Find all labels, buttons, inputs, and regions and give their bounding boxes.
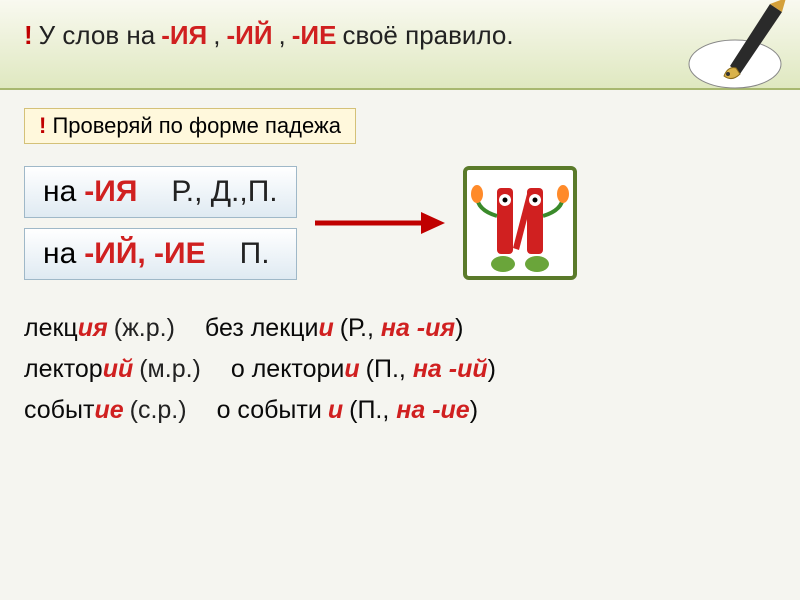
example-row: лекторий (м.р.) о лектории (П., на -ий)	[24, 355, 776, 384]
rules-stack: на -ИЯ Р., Д.,П. на -ИЙ, -ИЕ П.	[24, 166, 297, 280]
title-line: ! У слов на -ИЯ, -ИЙ, -ИЕ своё правило.	[24, 20, 776, 51]
title-tail: своё правило.	[342, 20, 513, 51]
letter-picture	[463, 166, 577, 280]
comma: ,	[279, 20, 286, 51]
ex-deriv: без лекци	[205, 314, 319, 342]
ex-gender: (с.р.)	[130, 396, 187, 425]
examples-list: лекция (ж.р.) без лекции (Р., на -ия) ле…	[24, 314, 776, 425]
ex-note: (П., на -ий)	[366, 355, 496, 384]
title-suffix-2: -ИЙ	[226, 20, 272, 51]
title-suffix-3: -ИЕ	[292, 20, 337, 51]
example-row: событие (с.р.) о событии (П., на -ие)	[24, 396, 776, 425]
ex-deriv: о лектори	[231, 355, 345, 383]
example-row: лекция (ж.р.) без лекции (Р., на -ия)	[24, 314, 776, 343]
title-lead: У слов на	[39, 20, 156, 51]
comma: ,	[213, 20, 220, 51]
ex-deriv: о событи	[217, 396, 322, 425]
check-bang: !	[39, 113, 46, 138]
content-area: ! Проверяй по форме падежа на -ИЯ Р., Д.…	[0, 90, 800, 443]
ex-deriv-end: и	[328, 396, 343, 425]
title-bang: !	[24, 20, 33, 51]
rule-prefix: на	[43, 237, 76, 271]
ex-note: (П., на -ие)	[349, 396, 478, 425]
ex-deriv-end: и	[318, 314, 333, 342]
ex-end: ия	[78, 314, 108, 342]
rule-prefix: на	[43, 175, 76, 209]
ex-gender: (ж.р.)	[114, 314, 175, 343]
ex-end: ий	[103, 355, 134, 383]
title-suffix-1: -ИЯ	[161, 20, 207, 51]
rules-row: на -ИЯ Р., Д.,П. на -ИЙ, -ИЕ П.	[24, 166, 776, 280]
rule-cases: П.	[240, 237, 270, 271]
ex-stem: событ	[24, 396, 94, 424]
ex-gender: (м.р.)	[139, 355, 201, 384]
pen-icon	[680, 0, 790, 99]
ex-deriv-end: и	[344, 355, 359, 383]
check-text: Проверяй по форме падежа	[52, 113, 341, 138]
rule-box-2: на -ИЙ, -ИЕ П.	[24, 228, 297, 280]
rule-suffix: -ИЙ, -ИЕ	[84, 237, 205, 271]
ex-stem: лектор	[24, 355, 103, 383]
arrow-icon	[315, 208, 445, 238]
rule-box-1: на -ИЯ Р., Д.,П.	[24, 166, 297, 218]
title-bar: ! У слов на -ИЯ, -ИЙ, -ИЕ своё правило.	[0, 0, 800, 90]
ex-end: ие	[94, 396, 123, 424]
check-hint-box: ! Проверяй по форме падежа	[24, 108, 356, 144]
ex-note: (Р., на -ия)	[340, 314, 464, 343]
ex-stem: лекц	[24, 314, 78, 342]
rule-suffix: -ИЯ	[84, 175, 137, 209]
rule-cases: Р., Д.,П.	[171, 175, 277, 209]
